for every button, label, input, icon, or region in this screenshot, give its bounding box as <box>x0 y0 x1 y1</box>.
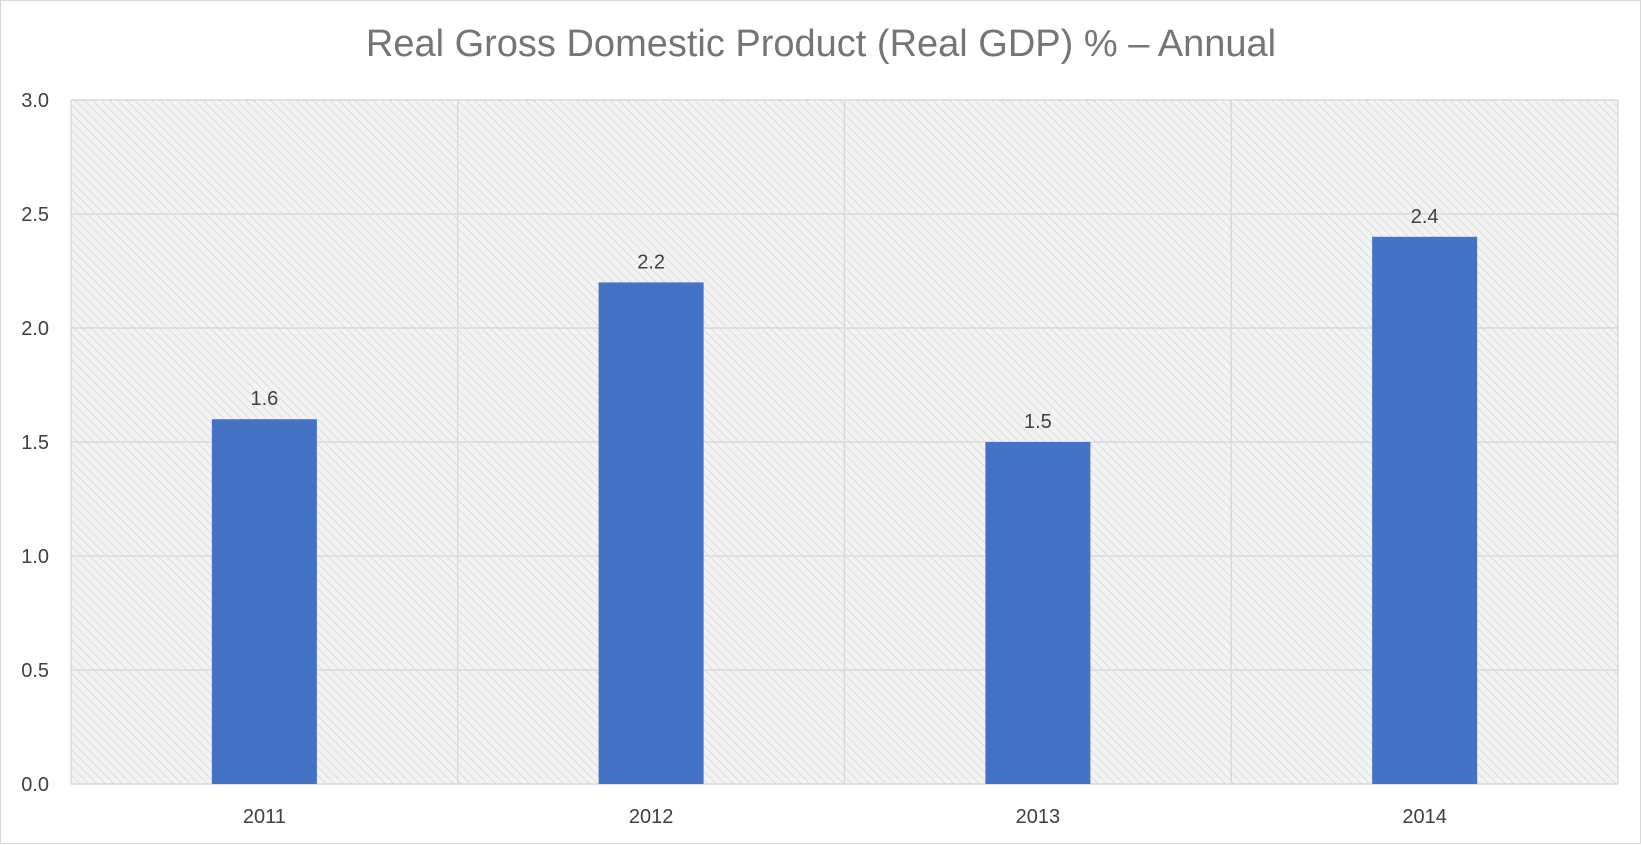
data-label-2014: 2.4 <box>1411 206 1439 228</box>
y-tick-label: 2.0 <box>21 318 49 340</box>
data-labels: 1.6 2.2 1.5 2.4 <box>250 206 1438 433</box>
data-label-2011: 1.6 <box>250 388 278 410</box>
x-tick-label: 2014 <box>1402 806 1447 828</box>
x-tick-label: 2013 <box>1016 806 1061 828</box>
data-label-2013: 1.5 <box>1024 411 1052 433</box>
bar-2013 <box>985 442 1091 784</box>
y-tick-label: 0.0 <box>21 774 49 796</box>
chart-title: Real Gross Domestic Product (Real GDP) %… <box>366 23 1276 65</box>
bar-2014 <box>1372 236 1478 785</box>
data-label-2012: 2.2 <box>637 251 665 273</box>
y-tick-label: 1.0 <box>21 546 49 568</box>
bar-2012 <box>598 282 704 784</box>
x-tick-label: 2012 <box>629 806 674 828</box>
y-tick-label: 2.5 <box>21 204 49 226</box>
y-tick-label: 3.0 <box>21 90 49 112</box>
y-tick-label: 1.5 <box>21 432 49 454</box>
x-axis: 2011 2012 2013 2014 <box>243 806 1447 828</box>
gridlines <box>70 99 1619 785</box>
y-tick-label: 0.5 <box>21 660 49 682</box>
y-axis: 0.0 0.5 1.0 1.5 2.0 2.5 3.0 <box>21 90 49 796</box>
bar-2011 <box>211 419 317 784</box>
bars <box>211 236 1478 785</box>
x-tick-label: 2011 <box>243 806 286 828</box>
